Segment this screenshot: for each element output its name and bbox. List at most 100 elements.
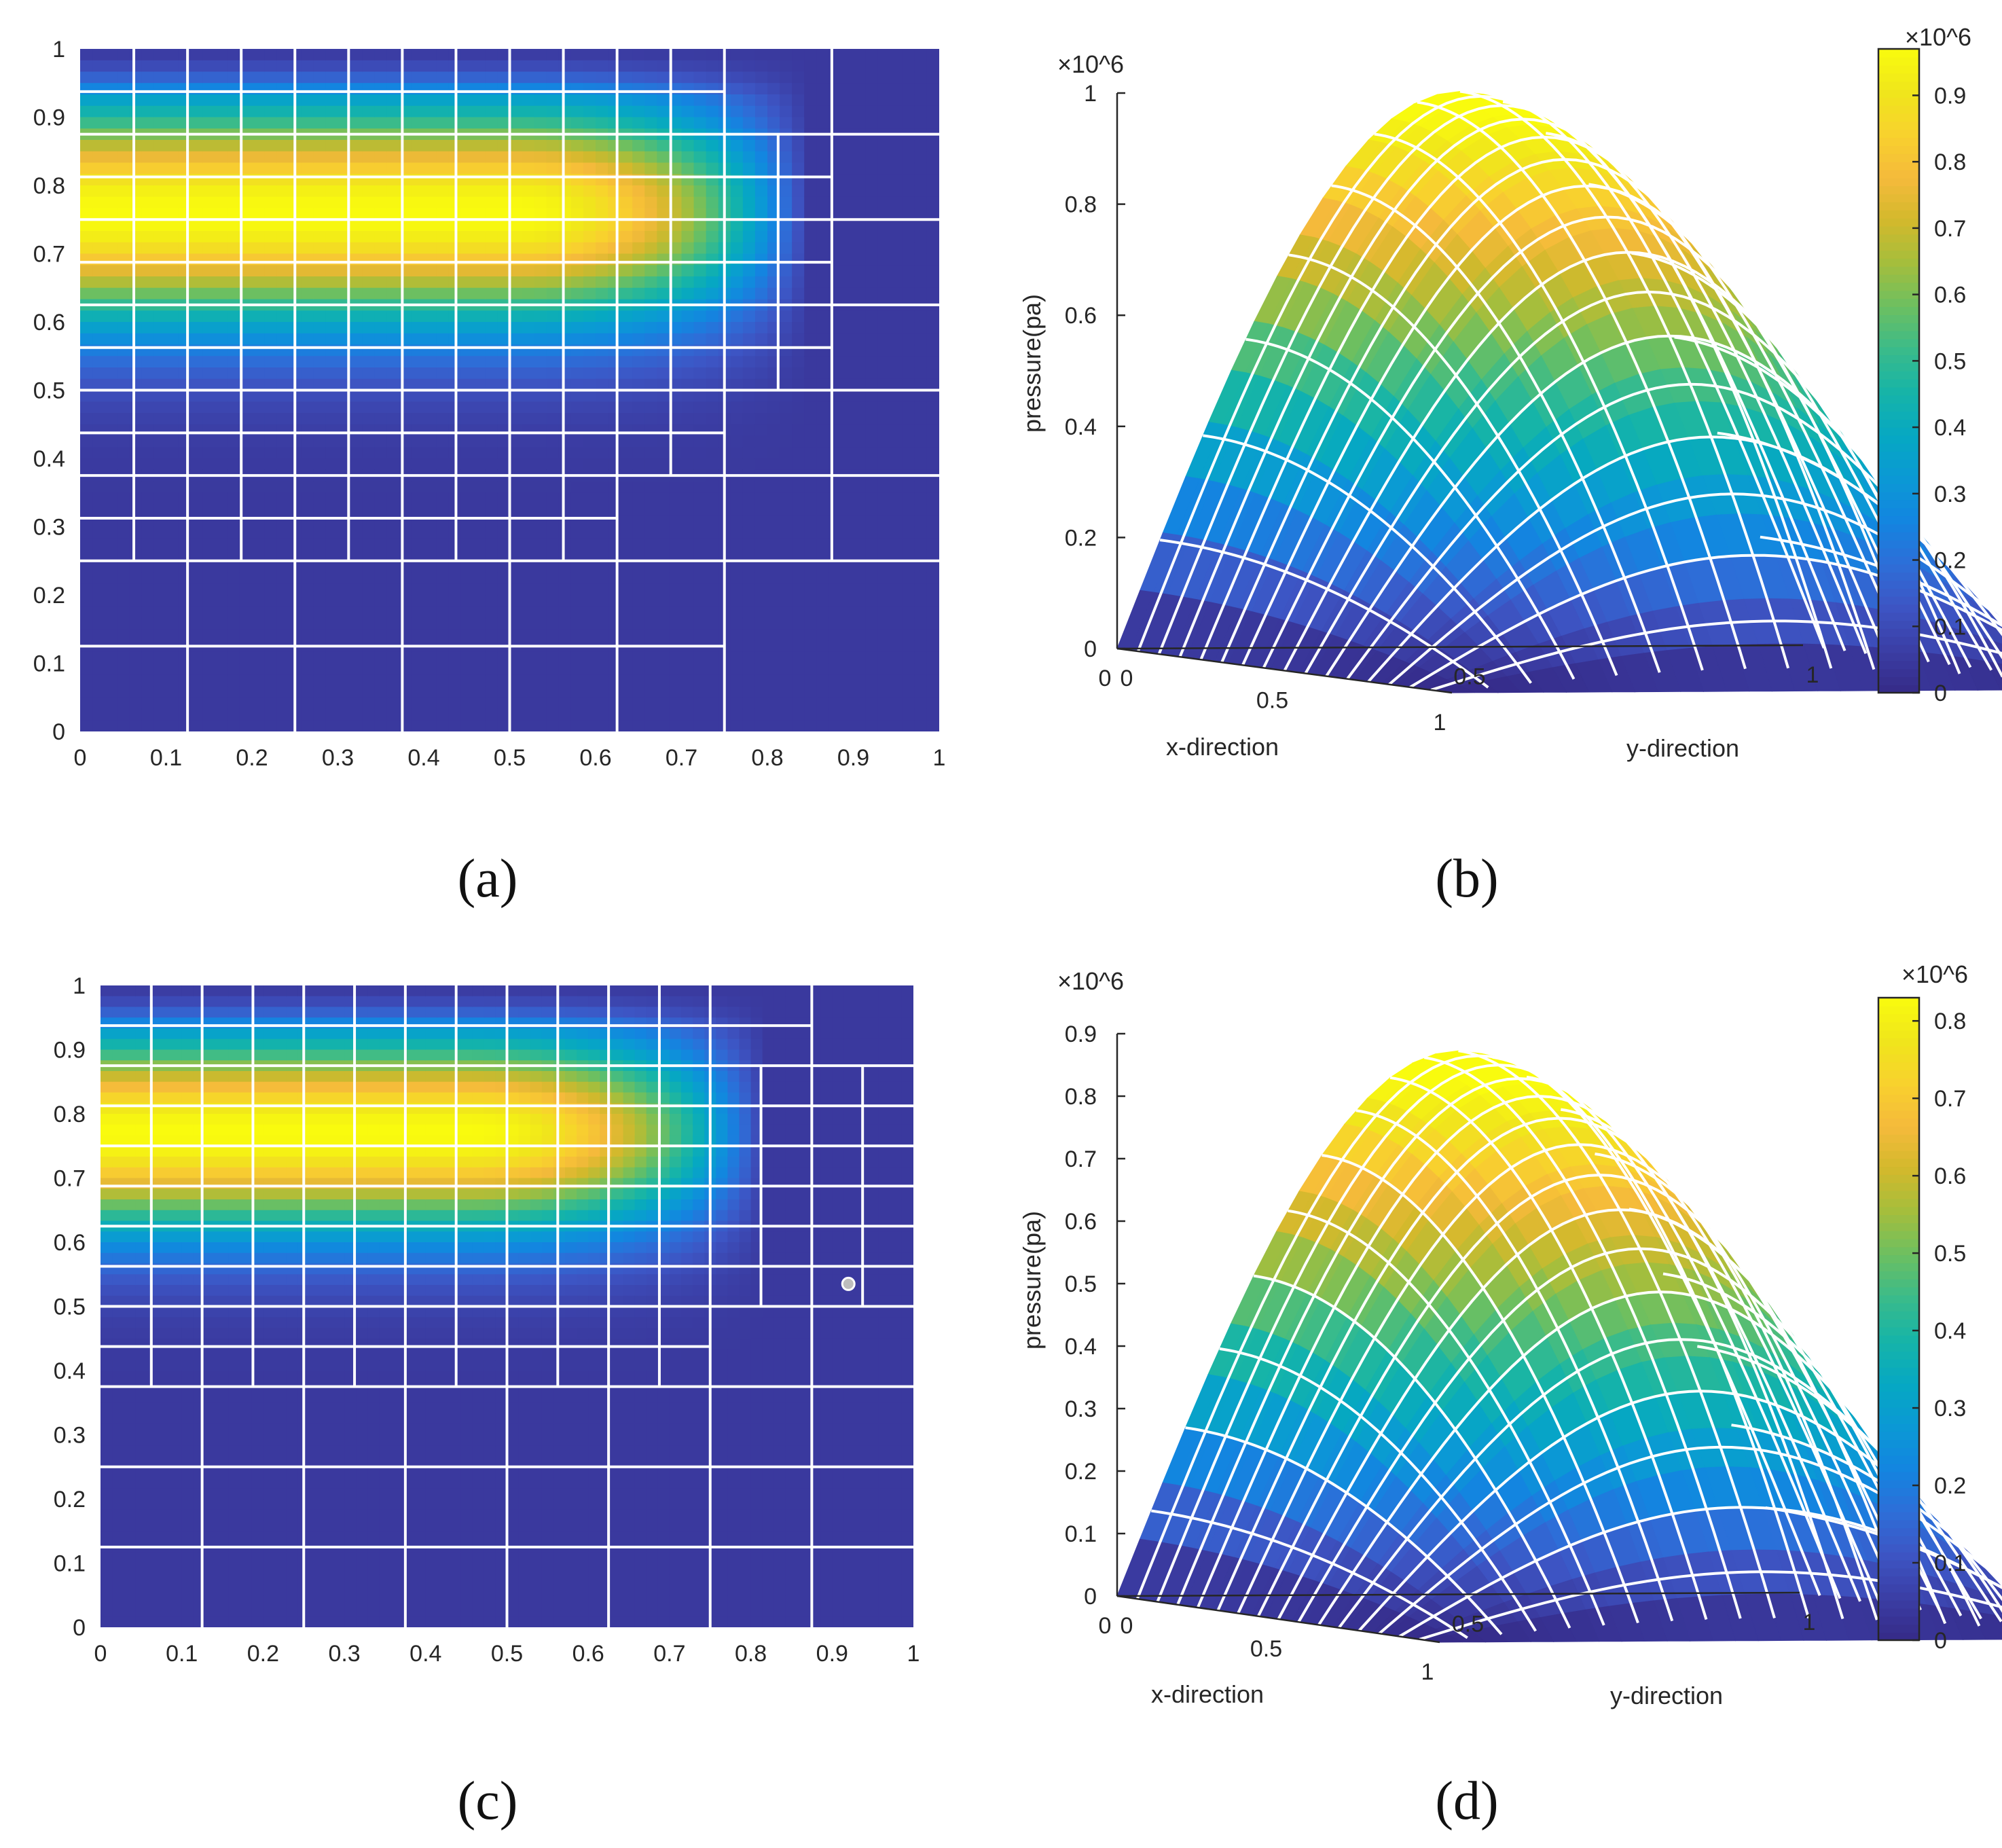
heat-cell bbox=[865, 549, 879, 562]
heat-cell bbox=[264, 560, 277, 573]
heat-cell bbox=[153, 697, 167, 710]
heat-cell bbox=[497, 663, 511, 676]
heat-cell bbox=[877, 435, 891, 448]
heat-cell bbox=[865, 481, 879, 494]
heat-cell bbox=[558, 674, 572, 687]
heat-cell bbox=[202, 651, 216, 664]
heat-cell bbox=[227, 49, 240, 61]
heat-cell bbox=[350, 720, 363, 731]
heat-cell bbox=[681, 276, 695, 289]
heat-cell bbox=[890, 720, 903, 731]
heat-cell bbox=[841, 549, 854, 562]
heat-cell bbox=[166, 287, 179, 300]
heat-cell bbox=[742, 140, 756, 152]
heat-cell bbox=[534, 606, 547, 619]
heat-cell bbox=[227, 231, 240, 243]
heat-cell bbox=[742, 71, 756, 84]
heat-cell bbox=[558, 651, 572, 664]
heat-cell bbox=[252, 708, 265, 721]
heat-cell bbox=[411, 310, 424, 323]
heat-cell bbox=[558, 333, 572, 346]
heat-cell bbox=[411, 401, 424, 414]
heat-cell bbox=[105, 287, 118, 300]
heat-cell bbox=[816, 310, 830, 323]
heat-cell bbox=[215, 162, 228, 175]
heat-cell bbox=[620, 140, 634, 152]
heat-cell bbox=[92, 663, 105, 676]
heat-cell bbox=[865, 94, 879, 107]
heat-cell bbox=[485, 606, 498, 619]
heat-cell bbox=[522, 208, 535, 221]
heat-cell bbox=[816, 640, 830, 653]
heat-cell bbox=[215, 60, 228, 73]
heat-cell bbox=[497, 720, 511, 731]
heat-cell bbox=[816, 413, 830, 425]
heat-cell bbox=[780, 447, 793, 459]
heat-cell bbox=[914, 83, 928, 95]
heat-cell bbox=[816, 708, 830, 721]
heat-cell bbox=[669, 333, 682, 346]
heat-cell bbox=[693, 253, 707, 266]
heat-cell bbox=[570, 356, 584, 368]
heat-cell bbox=[890, 60, 903, 73]
heat-cell bbox=[534, 287, 547, 300]
heat-cell bbox=[706, 322, 719, 334]
heat-cell bbox=[706, 504, 719, 516]
heat-cell bbox=[141, 367, 155, 380]
heat-cell bbox=[460, 549, 474, 562]
heat-cell bbox=[141, 583, 155, 596]
heat-cell bbox=[202, 458, 216, 471]
heat-cell bbox=[841, 60, 854, 73]
heat-cell bbox=[374, 231, 388, 243]
heat-cell bbox=[620, 435, 634, 448]
heat-cell bbox=[202, 94, 216, 107]
heat-cell bbox=[92, 606, 105, 619]
heat-cell bbox=[829, 651, 842, 664]
y-tick-label: 0.9 bbox=[33, 105, 65, 131]
heat-cell bbox=[620, 697, 634, 710]
heat-cell bbox=[362, 94, 376, 107]
heat-cell bbox=[80, 674, 93, 687]
heat-cell bbox=[681, 617, 695, 630]
heat-cell bbox=[890, 287, 903, 300]
heat-cell bbox=[558, 583, 572, 596]
heat-cell bbox=[460, 629, 474, 641]
heat-cell bbox=[178, 481, 192, 494]
heat-cell bbox=[583, 333, 596, 346]
x-tick-label: 0.6 bbox=[579, 745, 611, 771]
heat-cell bbox=[534, 356, 547, 368]
heat-cell bbox=[570, 196, 584, 209]
heat-cell bbox=[239, 231, 253, 243]
heat-cell bbox=[620, 390, 634, 403]
heat-cell bbox=[473, 617, 486, 630]
heat-cell bbox=[460, 538, 474, 550]
heat-cell bbox=[227, 504, 240, 516]
heat-cell bbox=[227, 617, 240, 630]
heat-cell bbox=[190, 447, 204, 459]
heat-cell bbox=[767, 720, 780, 731]
heat-cell bbox=[644, 60, 658, 73]
heat-cell bbox=[202, 333, 216, 346]
heat-cell bbox=[350, 196, 363, 209]
heat-cell bbox=[558, 378, 572, 391]
heat-cell bbox=[436, 196, 449, 209]
heat-cell bbox=[669, 140, 682, 152]
heat-cell bbox=[386, 151, 400, 164]
heat-cell bbox=[583, 71, 596, 84]
heat-cell bbox=[546, 572, 560, 585]
heat-cell bbox=[620, 151, 634, 164]
heat-cell bbox=[877, 447, 891, 459]
heat-cell bbox=[313, 242, 327, 255]
heat-cell bbox=[117, 674, 130, 687]
heat-cell bbox=[239, 333, 253, 346]
heat-cell bbox=[596, 208, 608, 221]
heat-cell bbox=[767, 49, 780, 61]
heat-cell bbox=[644, 94, 658, 107]
heat-cell bbox=[178, 708, 192, 721]
heat-cell bbox=[522, 71, 535, 84]
heat-cell bbox=[497, 287, 511, 300]
heat-cell bbox=[411, 435, 424, 448]
heat-cell bbox=[902, 629, 915, 641]
heat-cell bbox=[620, 617, 634, 630]
x-tick-label: 0.5 bbox=[494, 745, 526, 771]
